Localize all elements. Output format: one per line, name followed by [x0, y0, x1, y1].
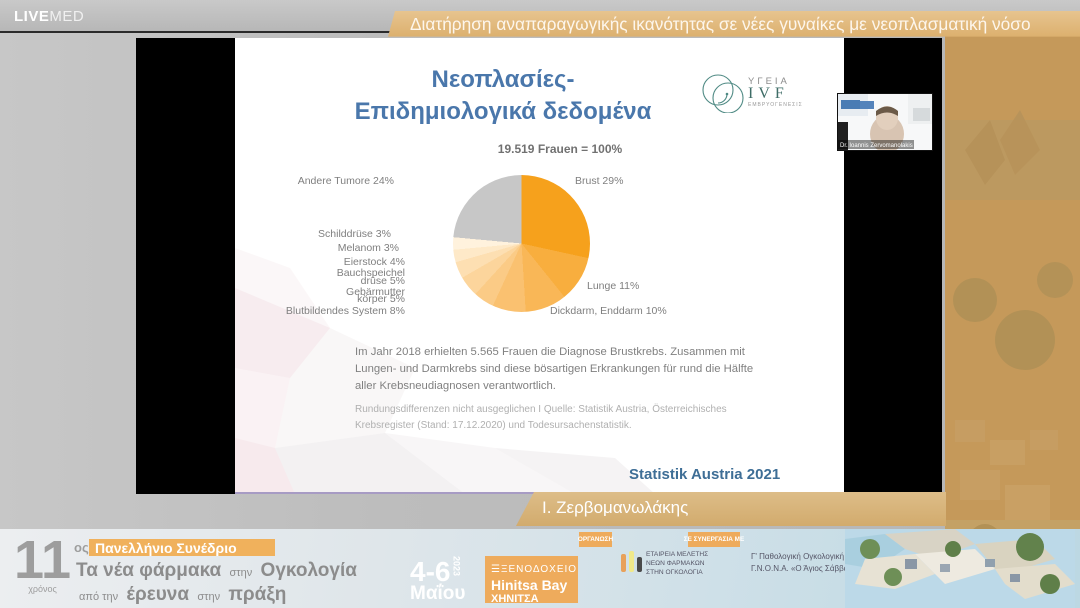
svg-text:IVF: IVF	[748, 85, 789, 102]
svg-text:Dr. Ioannis Zervomanolakis: Dr. Ioannis Zervomanolakis	[840, 143, 913, 149]
svg-text:ΕΜΒΡΥΟΓΕΝΕΣΙΣ: ΕΜΒΡΥΟΓΕΝΕΣΙΣ	[748, 102, 803, 108]
